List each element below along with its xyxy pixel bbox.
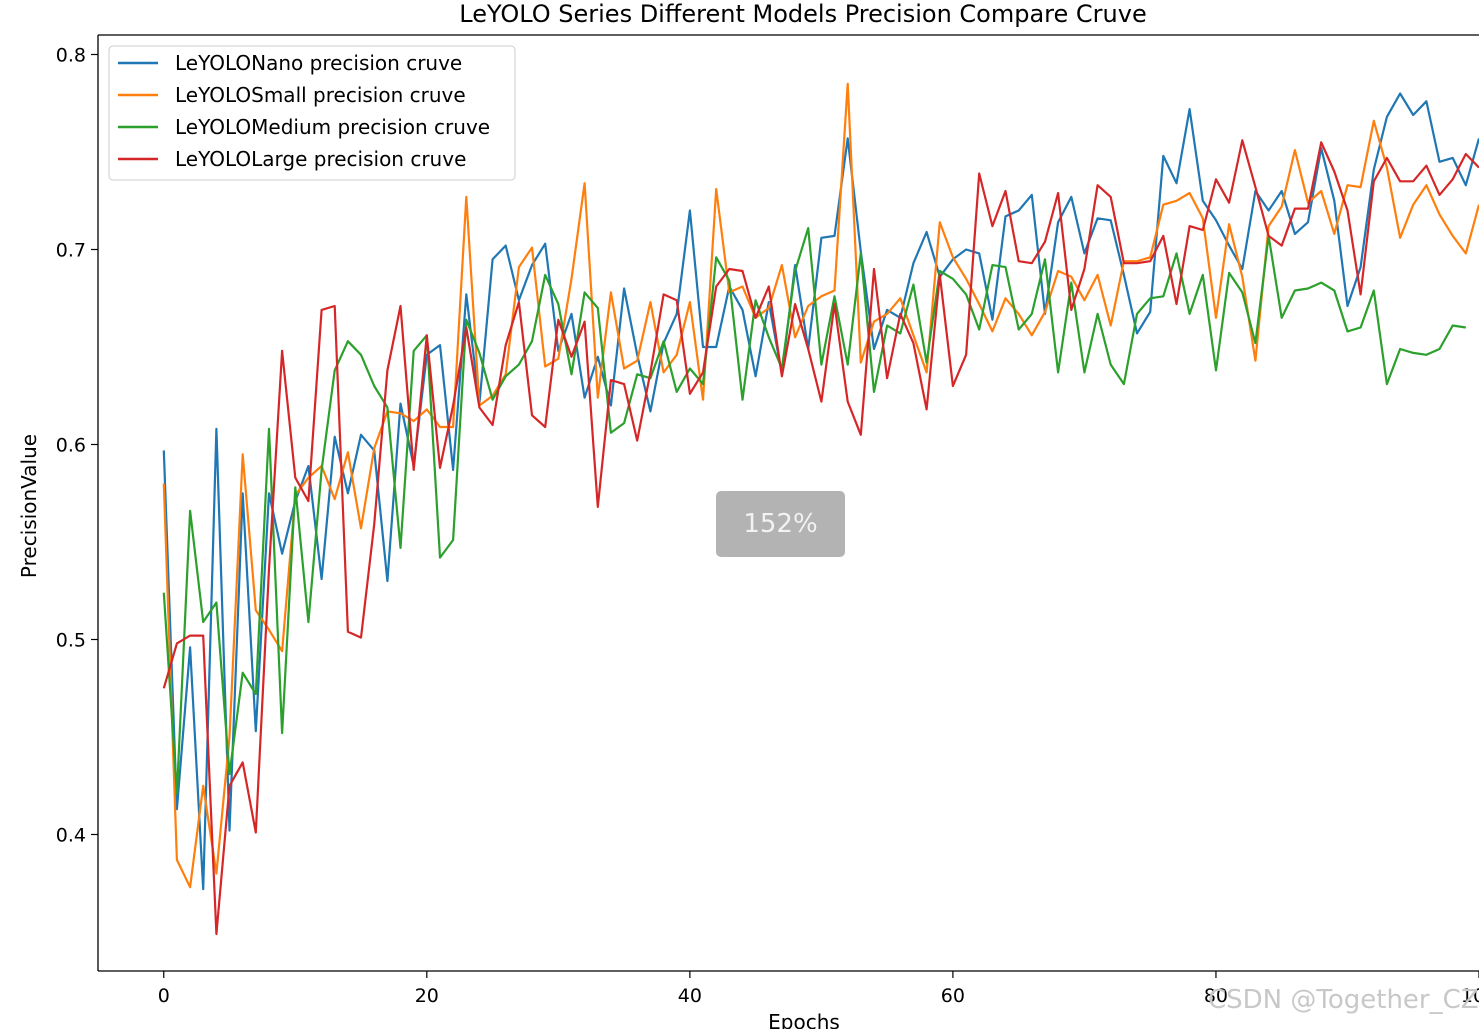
legend-entries: LeYOLONano precision cruve LeYOLOSmall pr… [118, 51, 490, 171]
y-axis-label: PrecisionValue [17, 434, 41, 578]
x-tick-label: 60 [941, 985, 965, 1007]
y-tick-label: 0.5 [56, 630, 86, 652]
series-line-1 [162, 82, 1479, 889]
series-line-3 [162, 139, 1479, 936]
x-tick-label: 0 [158, 985, 170, 1007]
legend: LeYOLONano precision cruve LeYOLOSmall pr… [108, 45, 516, 181]
series-line-0 [162, 92, 1479, 891]
legend-label-0: LeYOLONano precision cruve [175, 51, 462, 75]
x-tick-label: 40 [678, 985, 702, 1007]
legend-label-2: LeYOLOMedium precision cruve [175, 115, 490, 139]
watermark: CSDN @Together_CZ [1208, 985, 1479, 1015]
axes-layer [97, 34, 1479, 972]
x-tick-label: 20 [415, 985, 439, 1007]
ticks-layer: 0 20 40 60 80 100 0.4 0.5 0.6 0.7 0.8 [56, 45, 1479, 1007]
legend-label-3: LeYOLOLarge precision cruve [175, 147, 466, 171]
x-axis-label: Epochs [768, 1010, 840, 1029]
chart-title: LeYOLO Series Different Models Precision… [459, 0, 1146, 28]
series-line-2 [162, 227, 1466, 795]
zoom-level-badge: 152% [716, 491, 845, 557]
x-tick-label: 100 [1461, 985, 1479, 1007]
y-tick-label: 0.6 [56, 435, 86, 457]
y-tick-label: 0.8 [56, 45, 86, 67]
series-layer [162, 82, 1479, 936]
x-tick-label: 80 [1204, 985, 1228, 1007]
y-tick-label: 0.4 [56, 825, 86, 847]
legend-label-1: LeYOLOSmall precision cruve [175, 83, 466, 107]
y-tick-label: 0.7 [56, 240, 86, 262]
legend-frame [108, 45, 516, 181]
